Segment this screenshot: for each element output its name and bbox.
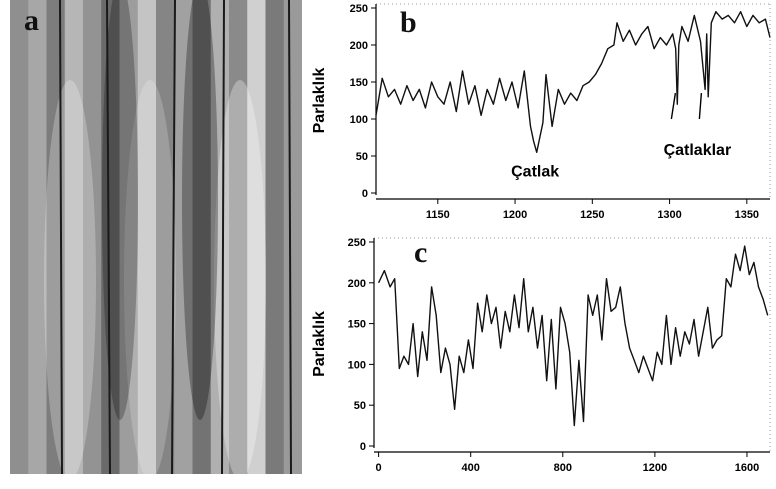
crack-line bbox=[288, 0, 292, 474]
wood-grain-stripe bbox=[10, 0, 30, 474]
wood-grain-stripe bbox=[192, 0, 212, 474]
y-tick-label: 0 bbox=[360, 441, 366, 453]
x-tick-label: 1200 bbox=[503, 209, 527, 221]
wood-grain-stripe bbox=[64, 0, 84, 474]
x-tick-label: 800 bbox=[554, 462, 572, 474]
y-tick-label: 200 bbox=[348, 278, 366, 290]
chart-c: 0 50 100 150 200 250 0 400 800 1200 1600 Parlaklık bbox=[311, 237, 771, 474]
crack-line bbox=[221, 0, 225, 474]
wood-surface-image bbox=[10, 0, 302, 474]
y-tick-label: 50 bbox=[356, 151, 368, 163]
brightness-series-line bbox=[375, 11, 771, 153]
x-tick-label: 1250 bbox=[580, 209, 604, 221]
panel-label-c: c bbox=[414, 236, 428, 269]
wood-shadow bbox=[182, 0, 218, 420]
y-tick-label: 250 bbox=[348, 237, 366, 249]
x-tick-label: 1200 bbox=[643, 462, 667, 474]
y-tick-label: 100 bbox=[350, 114, 368, 126]
wood-grain-stripe bbox=[210, 0, 230, 474]
y-tick-label: 250 bbox=[350, 3, 368, 15]
y-axis-label: Parlaklık bbox=[311, 311, 328, 377]
wood-grain-stripe bbox=[283, 0, 302, 474]
crack-line bbox=[106, 0, 111, 474]
wood-grain-stripe bbox=[156, 0, 176, 474]
y-axis-label: Parlaklık bbox=[311, 67, 328, 133]
brightness-series-line bbox=[377, 245, 769, 427]
x-tick-label: 0 bbox=[376, 462, 382, 474]
chart-annotation: Çatlaklar bbox=[664, 142, 732, 159]
y-tick-label: 150 bbox=[348, 319, 366, 331]
annotation-pointer bbox=[670, 92, 677, 120]
wood-grain-stripe bbox=[229, 0, 249, 474]
x-tick-label: 1600 bbox=[735, 462, 759, 474]
x-tick-label: 1150 bbox=[426, 209, 450, 221]
annotation-pointer bbox=[698, 93, 703, 120]
panel-label-a: a bbox=[24, 4, 39, 37]
y-tick-label: 150 bbox=[350, 77, 368, 89]
wood-highlight bbox=[124, 80, 176, 474]
wood-grain-stripe bbox=[28, 0, 48, 474]
x-tick-label: 1350 bbox=[735, 209, 759, 221]
wood-grain-stripe bbox=[265, 0, 285, 474]
panel-label-b: b bbox=[400, 6, 417, 39]
wood-grain-stripe bbox=[101, 0, 121, 474]
wood-grain-stripe bbox=[119, 0, 139, 474]
wood-highlight bbox=[214, 80, 266, 474]
wood-grain-stripe bbox=[83, 0, 103, 474]
y-tick-label: 0 bbox=[362, 188, 368, 200]
wood-grain-stripe bbox=[174, 0, 194, 474]
y-tick-label: 50 bbox=[354, 400, 366, 412]
wood-grain-stripe bbox=[137, 0, 157, 474]
chart-annotation: Çatlak bbox=[511, 163, 559, 180]
y-tick-label: 100 bbox=[348, 359, 366, 371]
wood-grain-stripe bbox=[247, 0, 267, 474]
wood-shadow bbox=[102, 0, 138, 420]
x-tick-label: 400 bbox=[462, 462, 480, 474]
chart-b: 0 50 100 150 200 250 1150 1200 1250 1300 1350 Parla… bbox=[311, 3, 771, 221]
crack-line bbox=[59, 0, 63, 474]
y-tick-label: 200 bbox=[350, 40, 368, 52]
wood-highlight bbox=[44, 80, 96, 474]
crack-line bbox=[171, 0, 176, 474]
x-tick-label: 1300 bbox=[657, 209, 681, 221]
